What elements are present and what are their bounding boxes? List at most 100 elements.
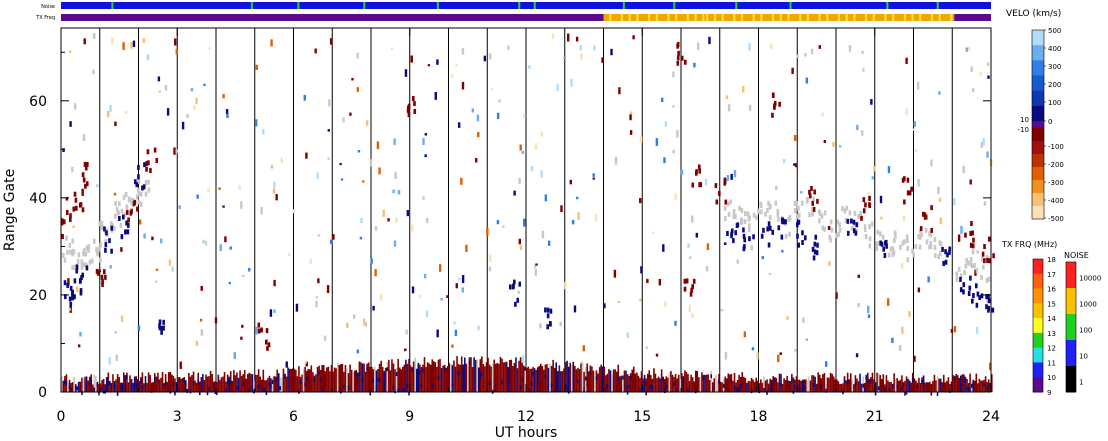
ground-band-column [729,374,731,392]
speckle-cell [916,81,920,90]
txfrq-tick-label: 15 [1047,300,1056,308]
ground-band-cell [801,388,804,393]
speckle-cell [254,119,258,127]
data-point [546,307,550,313]
ground-band-column [526,367,528,392]
ground-band-column [504,362,506,392]
ground-band-cell [663,389,666,394]
data-point [986,258,989,264]
ground-band-column [837,381,840,392]
speckle-cell [639,198,642,204]
speckle-cell [556,84,559,92]
data-point [969,230,972,236]
ground-band-cell [355,372,358,377]
ground-band-cell [369,391,372,396]
ground-band-column [871,372,874,392]
data-point [868,224,871,230]
data-point [875,246,879,252]
data-point [776,211,780,217]
ground-band-cell [76,386,79,391]
ground-band-column [614,369,616,392]
speckle-cell [315,296,319,299]
txfreq-flicker [752,14,755,21]
speckle-cell [688,256,692,259]
ground-band-column [349,364,351,392]
speckle-cell [304,361,307,364]
data-point [126,229,130,235]
speckle-cell [573,305,577,313]
velo-tick-label: 0 [1048,118,1052,126]
ground-band-cell [629,376,632,381]
data-point [87,244,91,250]
ground-band-column [806,380,809,392]
speckle-cell [425,218,429,223]
ground-band-column [628,375,630,392]
data-point [987,294,990,300]
ground-band-column [980,380,982,392]
ground-band-column [539,363,542,392]
data-point [975,302,979,308]
data-point [980,256,984,262]
data-point [122,214,125,220]
txfrq-tick-label: 12 [1047,345,1056,353]
data-point [859,211,863,217]
speckle-cell [241,324,244,328]
data-point [149,168,152,174]
txfreq-flicker [853,14,856,21]
data-point [122,194,126,200]
speckle-cell [195,340,199,346]
ground-band-column [645,378,647,392]
speckle-cell [438,264,442,272]
txfreq-strip [61,14,991,21]
data-point [110,225,114,231]
data-point [85,245,89,251]
speckle-cell [786,316,789,320]
ground-band-cell [358,372,361,377]
data-point [146,149,150,155]
ground-band-column [508,360,511,392]
speckle-cell [114,121,117,127]
txfrq-tick-label: 14 [1047,315,1056,323]
ground-band-cell [770,382,773,387]
speckle-cell [477,325,480,331]
ground-band-cell [798,387,801,392]
speckle-cell [724,351,728,360]
ground-band-column [291,368,294,392]
data-point [959,276,962,282]
speckle-cell [802,317,805,323]
ground-band-cell [116,391,119,396]
data-point [676,43,679,49]
data-point [61,234,64,240]
ground-band-column [769,378,771,392]
data-point [137,199,140,205]
ground-band-cell [963,377,965,382]
ground-band-column [124,375,127,392]
velo-color-cell [1032,75,1044,92]
ground-band-column [656,378,658,392]
ground-band-cell [81,390,83,395]
data-point [162,325,165,331]
data-point [65,210,69,216]
data-point [771,92,775,98]
ground-band-column [290,368,292,392]
speckle-cell [423,273,427,279]
ground-band-cell [930,391,933,396]
ground-band-column [288,368,291,392]
ground-band-cell [451,383,454,388]
ground-band-column [287,367,289,392]
data-point [68,242,72,248]
data-point [699,182,703,188]
ground-band-column [710,370,713,392]
ground-band-column [910,382,912,392]
ground-band-column [564,362,567,392]
data-point [103,269,106,275]
ground-band-column [704,374,706,392]
ground-band-column [555,362,558,392]
ground-band-column [307,368,310,392]
ground-band-cell [950,383,953,388]
data-point [987,307,990,313]
data-point [920,232,923,238]
ground-band-cell [357,378,359,383]
ground-band-column [223,372,226,392]
speckle-cell [330,239,333,245]
